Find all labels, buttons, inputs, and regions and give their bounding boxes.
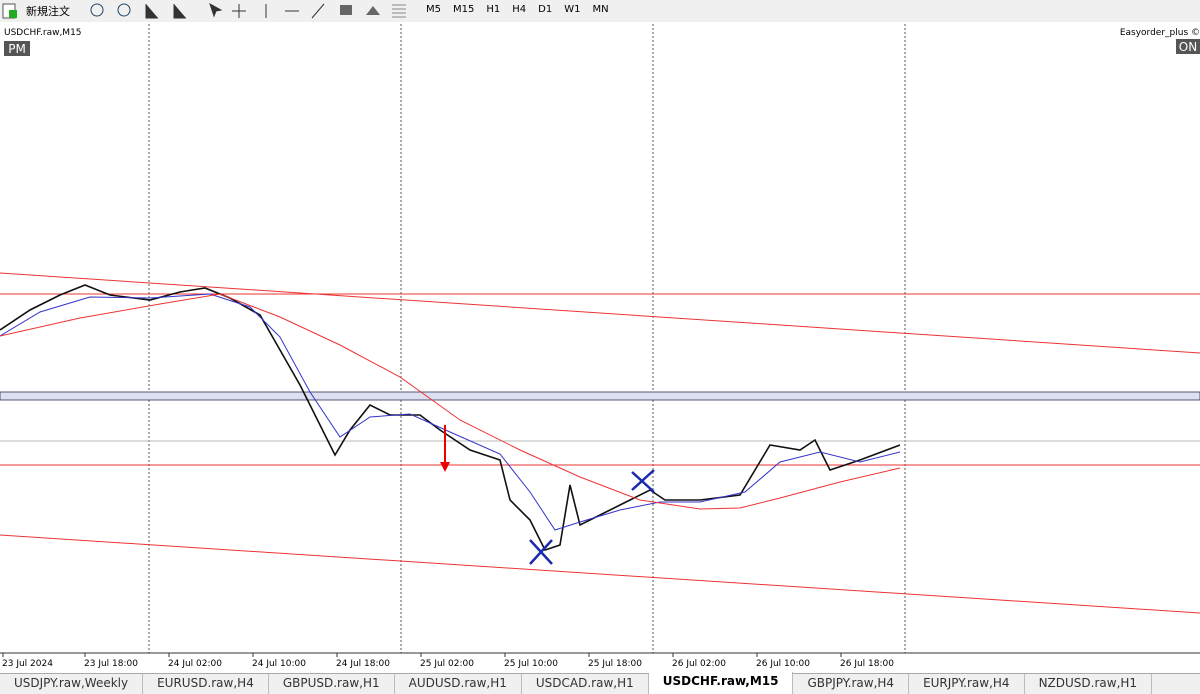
tab[interactable]: EURUSD.raw,H4 <box>143 674 269 694</box>
ma-fast <box>0 293 901 531</box>
ea-name: Easyorder_plus © <box>1120 28 1200 38</box>
cross-marks <box>529 469 655 565</box>
sell-arrow <box>440 462 450 472</box>
time-label: 26 Jul 10:00 <box>756 659 810 669</box>
tab[interactable]: USDCAD.raw,H1 <box>522 674 649 694</box>
tab-bar: USDJPY.raw,Weekly EURUSD.raw,H4 GBPUSD.raw… <box>0 672 1200 694</box>
time-label: 25 Jul 10:00 <box>504 659 558 669</box>
tab[interactable]: GBPJPY.raw,H4 <box>793 674 910 694</box>
time-label: 26 Jul 02:00 <box>672 659 726 669</box>
time-label: 24 Jul 10:00 <box>252 659 306 669</box>
timeframe-button[interactable]: H4 <box>512 4 527 15</box>
zone <box>0 391 1200 401</box>
price <box>0 284 901 551</box>
new-order-button[interactable]: 新規注文 <box>26 5 70 18</box>
toolbar: 新規注文 M5 M15 H1 H4 D1 W1 MN <box>0 0 1200 23</box>
toolbar-icons <box>2 2 406 19</box>
tab[interactable]: EURJPY.raw,H4 <box>909 674 1025 694</box>
ea-status: ON <box>1179 40 1197 54</box>
tab[interactable]: AUDUSD.raw,H1 <box>395 674 522 694</box>
session-badge: PM <box>8 42 26 56</box>
timeframe-button[interactable]: M5 <box>426 4 441 15</box>
timeframe-button[interactable]: D1 <box>538 4 553 15</box>
time-label: 24 Jul 18:00 <box>336 659 390 669</box>
time-label: 25 Jul 02:00 <box>420 659 474 669</box>
timeframe-button[interactable]: H1 <box>486 4 501 15</box>
timeframe-button[interactable]: M15 <box>453 4 475 15</box>
timeframe-button[interactable]: W1 <box>564 4 581 15</box>
time-label: 24 Jul 02:00 <box>168 659 222 669</box>
time-label: 25 Jul 18:00 <box>588 659 642 669</box>
timeframes: M5 M15 H1 H4 D1 W1 MN <box>420 4 615 15</box>
time-label: 23 Jul 2024 <box>2 659 53 669</box>
period-separators <box>148 24 906 653</box>
tab[interactable]: NZDUSD.raw,H1 <box>1025 674 1153 694</box>
chart-bg <box>0 22 1200 653</box>
time-label: 26 Jul 18:00 <box>840 659 894 669</box>
tab[interactable]: USDCHF.raw,M15 <box>648 672 794 694</box>
chart-symbol: USDCHF.raw,M15 <box>4 28 82 38</box>
tab[interactable]: GBPUSD.raw,H1 <box>269 674 395 694</box>
timeframe-button[interactable]: MN <box>592 4 609 15</box>
ma-slow <box>0 293 901 510</box>
chart: USDCHF.raw,M15 PM Easyorder_plus © ON 23… <box>0 22 1200 669</box>
time-label: 23 Jul 18:00 <box>84 659 138 669</box>
trend-lines <box>0 272 1200 614</box>
tab[interactable]: USDJPY.raw,Weekly <box>0 674 144 694</box>
